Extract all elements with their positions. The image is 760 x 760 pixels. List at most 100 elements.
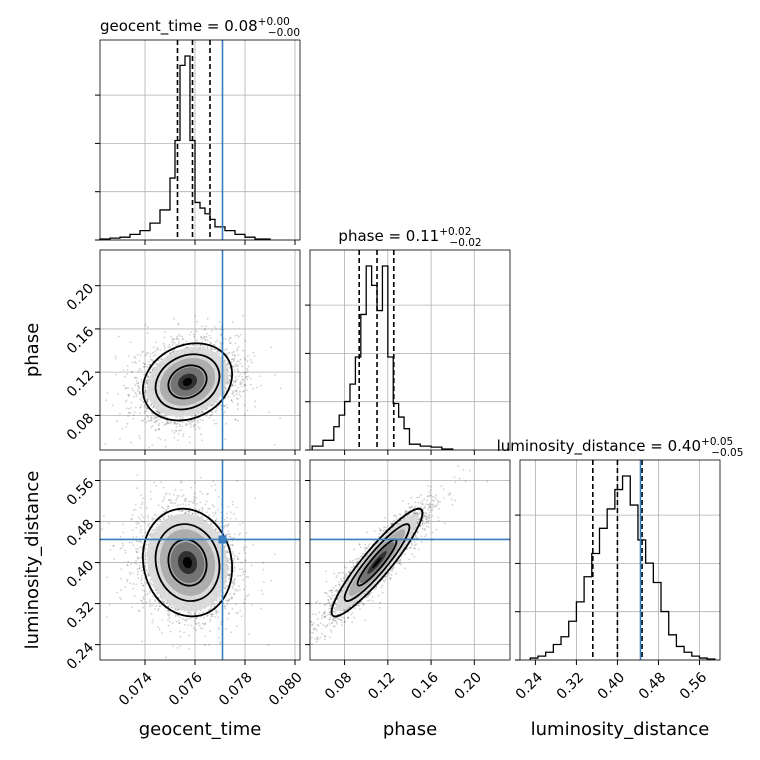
sample-point	[225, 628, 228, 630]
sample-point	[252, 387, 254, 390]
sample-point	[153, 421, 156, 423]
sample-point	[135, 536, 138, 538]
sample-point	[226, 363, 229, 366]
sample-point	[236, 349, 239, 352]
sample-point	[237, 589, 240, 592]
sample-point	[201, 506, 204, 509]
sample-point	[178, 340, 181, 343]
sample-point	[171, 344, 174, 346]
sample-point	[139, 354, 142, 357]
sample-point	[142, 598, 145, 600]
sample-point	[165, 508, 168, 511]
sample-point	[145, 410, 148, 413]
sample-point	[218, 352, 221, 355]
sample-point	[199, 344, 202, 346]
contour-2	[167, 364, 208, 400]
sample-point	[132, 536, 135, 538]
sample-point	[142, 362, 145, 365]
sample-point	[104, 443, 107, 445]
sample-point	[198, 509, 200, 511]
title-phase: phase = 0.11+0.02 −0.02	[338, 226, 481, 249]
sample-point	[217, 532, 220, 535]
sample-point	[139, 540, 142, 543]
sample-point	[227, 565, 230, 568]
sample-point	[236, 347, 239, 350]
sample-point	[237, 345, 240, 348]
sample-point	[168, 499, 171, 501]
sample-point	[250, 564, 253, 567]
sample-point	[229, 337, 232, 339]
sample-point	[197, 421, 199, 424]
sample-point	[165, 510, 168, 512]
sample-point	[238, 533, 240, 536]
sample-point	[224, 359, 227, 361]
sample-point	[134, 562, 137, 564]
sample-point	[224, 349, 227, 351]
sample-point	[132, 417, 135, 420]
sample-point	[139, 437, 141, 440]
sample-point	[148, 574, 151, 577]
sample-point	[180, 429, 182, 432]
sample-point	[181, 338, 184, 341]
sample-point	[146, 378, 149, 381]
sample-point	[142, 401, 145, 403]
sample-point	[227, 573, 230, 576]
sample-point	[204, 339, 207, 342]
sample-point	[213, 403, 216, 406]
sample-point	[232, 391, 235, 394]
sample-point	[140, 525, 142, 528]
sample-point	[199, 419, 202, 421]
sample-point	[273, 444, 276, 446]
sample-point	[233, 592, 235, 595]
sample-point	[240, 380, 242, 383]
sample-point	[226, 406, 229, 409]
sample-point	[147, 399, 150, 401]
sample-point	[164, 346, 166, 349]
sample-point	[181, 425, 184, 427]
sample-point	[228, 378, 231, 381]
sample-point	[155, 428, 157, 431]
sample-point	[130, 401, 133, 404]
sample-point	[168, 493, 171, 495]
sample-point	[168, 343, 171, 346]
sample-point	[141, 520, 144, 523]
sample-point	[145, 421, 148, 424]
density-level	[182, 377, 193, 386]
sample-point	[205, 335, 208, 338]
sample-point	[235, 397, 238, 400]
sample-point	[226, 618, 229, 620]
sample-point	[243, 588, 245, 591]
panel-background	[520, 460, 720, 660]
sample-point	[95, 550, 97, 552]
sample-point	[239, 382, 242, 385]
sample-point	[228, 351, 231, 354]
sample-point	[247, 355, 249, 358]
sample-point	[195, 320, 198, 323]
sample-point	[239, 383, 242, 386]
sample-point	[210, 605, 212, 608]
sample-point	[179, 616, 182, 619]
sample-point	[254, 400, 257, 403]
sample-point	[213, 326, 216, 328]
sample-point	[155, 362, 157, 365]
sample-point	[229, 374, 232, 377]
sample-point	[130, 441, 132, 444]
sample-point	[159, 412, 162, 415]
sample-point	[157, 428, 160, 431]
sample-point	[163, 336, 166, 339]
sample-point	[145, 380, 148, 383]
sample-point	[218, 531, 220, 533]
sample-point	[136, 353, 139, 356]
sample-point	[143, 373, 146, 376]
sample-point	[246, 367, 249, 370]
sample-point	[144, 386, 146, 389]
sample-point	[139, 398, 142, 400]
sample-point	[132, 572, 135, 574]
sample-point	[151, 444, 154, 447]
sample-point	[244, 570, 247, 573]
sample-point	[155, 341, 157, 344]
sample-point	[229, 517, 232, 520]
sample-point	[192, 343, 195, 346]
sample-point	[139, 406, 142, 409]
sample-point	[144, 354, 147, 357]
